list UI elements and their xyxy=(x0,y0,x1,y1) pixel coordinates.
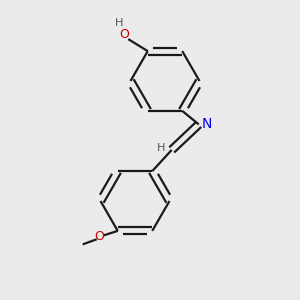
Text: O: O xyxy=(119,28,129,40)
Text: H: H xyxy=(157,143,165,153)
Text: O: O xyxy=(94,230,104,243)
Text: N: N xyxy=(201,117,212,131)
Text: H: H xyxy=(115,18,123,28)
